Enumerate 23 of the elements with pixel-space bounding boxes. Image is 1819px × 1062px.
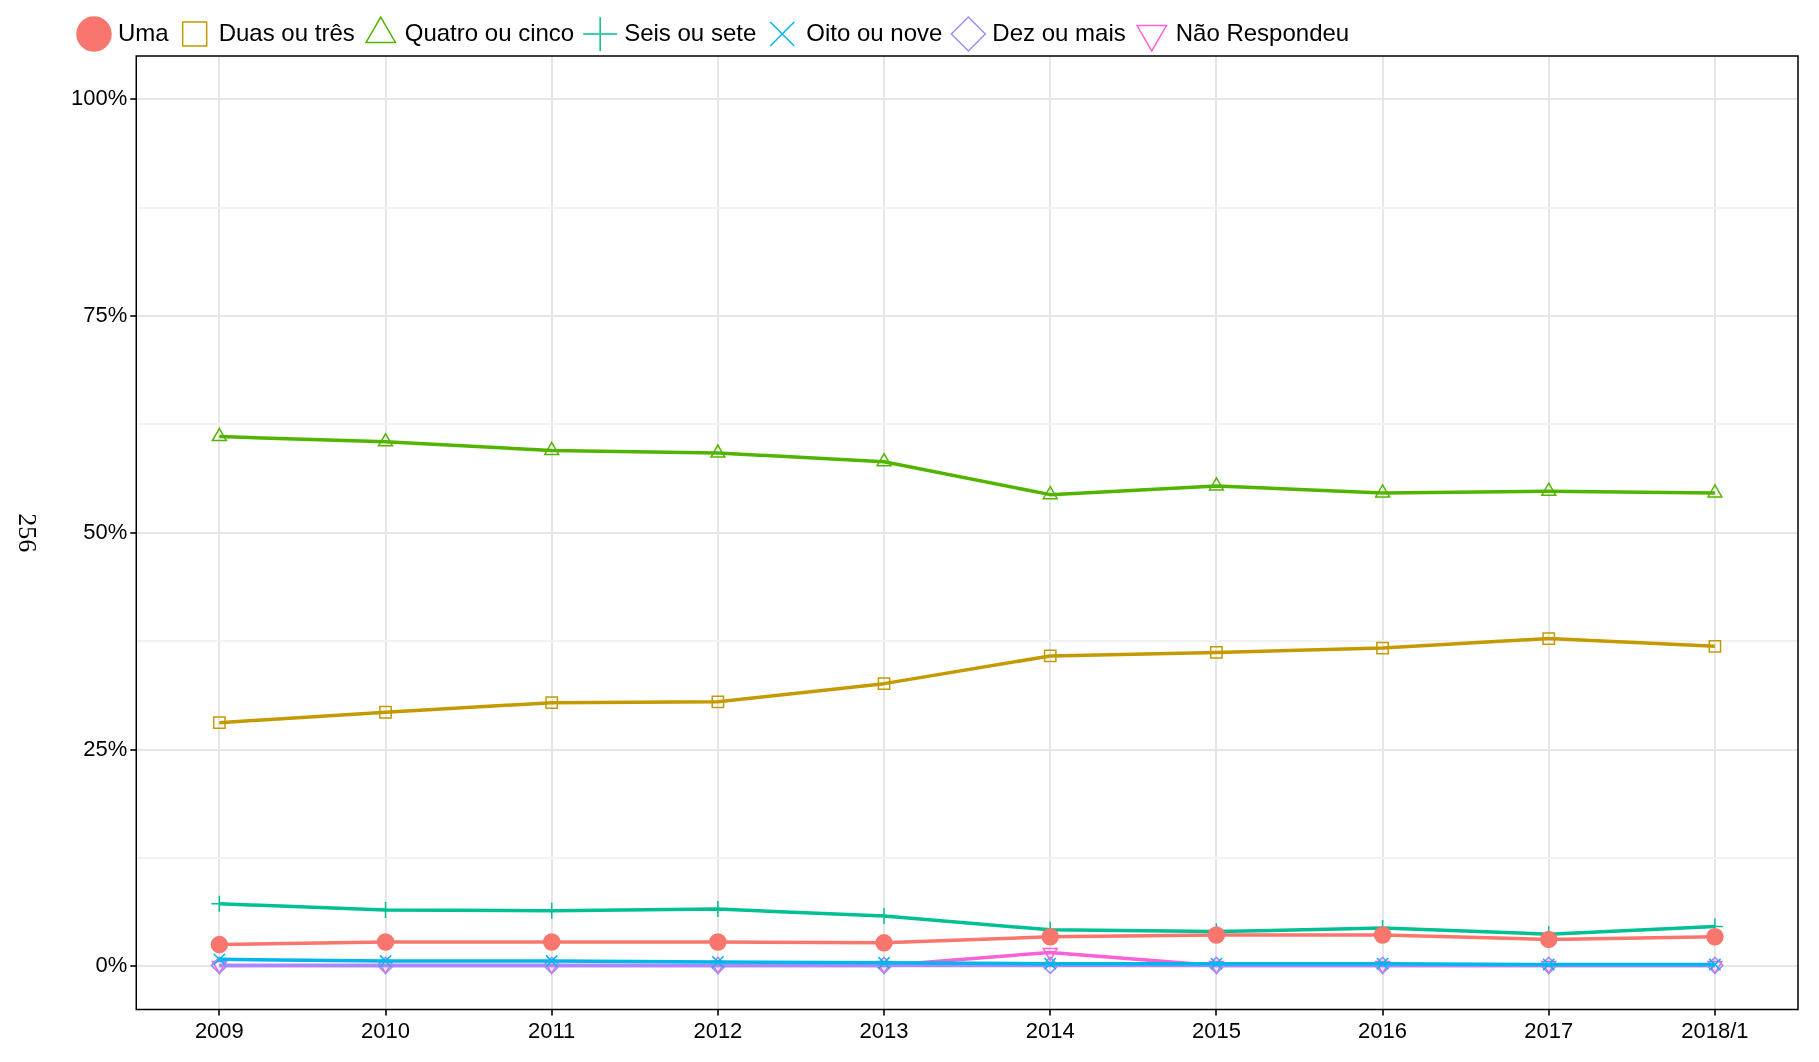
x-tick-label: 2017 (1524, 1017, 1574, 1043)
y-tick-label: 75% (83, 302, 128, 328)
y-tick-label: 50% (83, 518, 128, 544)
x-tick-label: 2016 (1358, 1017, 1408, 1043)
text: 256 (13, 513, 43, 553)
legend-label: Dez ou mais (992, 18, 1126, 46)
x-tick-label: 2012 (693, 1017, 743, 1043)
legend-label: Não Respondeu (1175, 18, 1350, 46)
legend-label: Quatro ou cinco (404, 18, 575, 46)
x-tick-label: 2014 (1025, 1017, 1075, 1043)
x-tick-label: 2010 (361, 1017, 410, 1043)
y-tick-label: 0% (95, 952, 128, 978)
legend-label: Oito ou nove (806, 18, 943, 46)
x-tick-label: 2018/1 (1681, 1017, 1749, 1043)
legend-label: Seis ou sete (624, 18, 757, 46)
x-tick-label: 2011 (528, 1017, 576, 1043)
y-tick-label: 100% (70, 85, 128, 111)
x-tick-label: 2013 (859, 1017, 909, 1043)
y-tick-label: 25% (83, 735, 128, 761)
x-tick-label: 2015 (1191, 1017, 1241, 1043)
legend-label: Uma (118, 18, 170, 46)
legend-label: Duas ou três (218, 18, 355, 46)
x-tick-label: 2009 (194, 1017, 244, 1043)
